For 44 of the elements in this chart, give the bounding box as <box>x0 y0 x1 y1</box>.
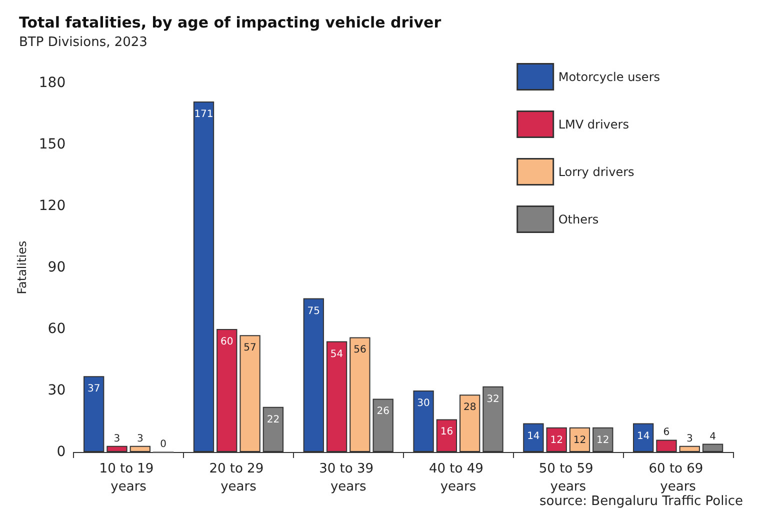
data-label: 57 <box>244 342 256 354</box>
data-label: 54 <box>330 348 344 360</box>
data-label: 12 <box>573 434 586 446</box>
x-tick-label: 40 to 49 years <box>428 462 488 494</box>
data-label: 16 <box>440 426 454 438</box>
x-tick-label: 10 to 19 years <box>99 462 158 494</box>
data-label: 14 <box>636 430 650 442</box>
data-label: 30 <box>417 398 430 409</box>
data-label: 3 <box>686 433 693 444</box>
y-axis-title: Fatalities <box>15 240 29 294</box>
data-label: 28 <box>463 402 476 414</box>
legend-label: LMV drivers <box>558 117 629 132</box>
data-label: 56 <box>354 344 366 356</box>
y-tick-label: 150 <box>38 136 66 152</box>
data-label: 0 <box>160 439 166 450</box>
data-label: 14 <box>527 430 540 442</box>
data-label: 6 <box>663 427 670 438</box>
data-label: 12 <box>550 434 563 446</box>
legend-label: Motorcycle users <box>558 70 660 84</box>
data-label: 22 <box>266 414 280 426</box>
y-tick-label: 90 <box>48 260 66 276</box>
data-label: 32 <box>486 394 500 405</box>
x-tick-label: 30 to 39 years <box>319 462 378 494</box>
data-label: 75 <box>307 306 320 317</box>
data-label: 12 <box>596 434 610 446</box>
y-tick-label: 120 <box>38 198 66 214</box>
chart-subtitle: BTP Divisions, 2023 <box>19 35 148 50</box>
data-label: 60 <box>220 336 234 348</box>
chart-title: Total fatalities, by age of impacting vehicle driver <box>19 14 442 32</box>
y-tick-label: 60 <box>48 321 66 337</box>
data-label: 3 <box>136 433 144 444</box>
data-label: 37 <box>87 384 100 395</box>
y-tick-label: 180 <box>38 75 66 91</box>
y-tick-label: 30 <box>48 382 66 398</box>
data-label: 26 <box>376 406 390 418</box>
data-label: 3 <box>114 433 120 444</box>
y-tick-label: 0 <box>56 444 66 460</box>
data-label: 171 <box>194 108 214 120</box>
legend-label: Lorry drivers <box>558 164 634 179</box>
data-label: 4 <box>710 431 716 442</box>
x-tick-label: 60 to 69 years <box>648 462 708 494</box>
x-tick-label: 20 to 29 years <box>209 462 268 494</box>
legend-label: Others <box>558 212 599 226</box>
source-note: source: Bengaluru Traffic Police <box>539 494 744 509</box>
